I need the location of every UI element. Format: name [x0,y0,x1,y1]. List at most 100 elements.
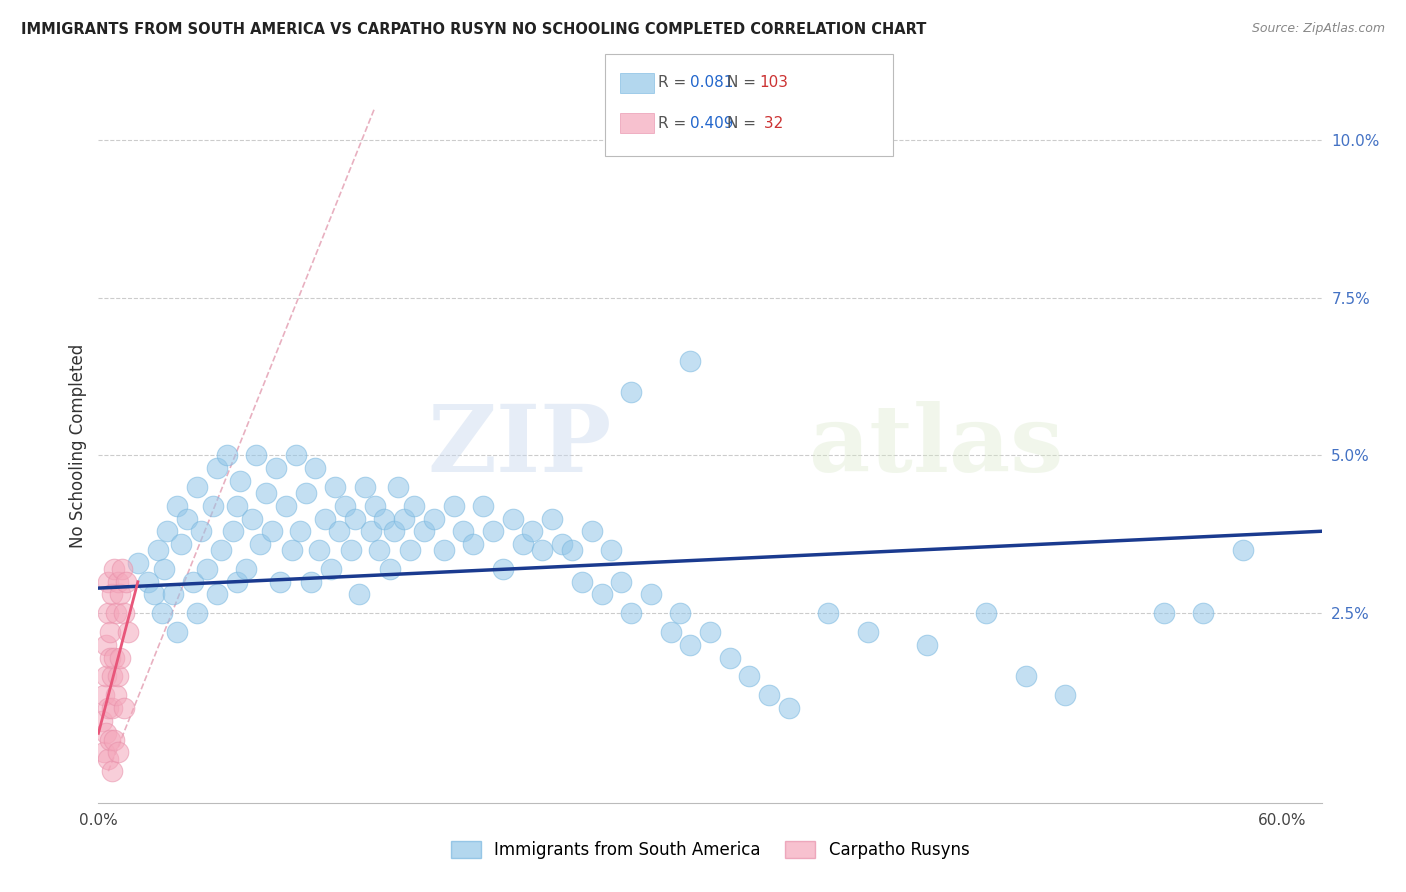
Point [453,524,475,539]
Point [502,511,524,525]
Point [150,607,173,621]
Point [367,543,389,558]
Point [360,524,382,539]
Point [260,524,283,539]
Text: 0.081: 0.081 [690,76,734,90]
Point [142,587,165,601]
Text: 32: 32 [759,116,783,130]
Point [591,587,613,601]
Point [205,587,228,601]
Point [97,607,120,621]
Point [103,650,125,665]
Point [482,524,505,539]
Point [531,543,554,558]
Point [679,353,702,368]
Point [571,574,593,589]
Point [308,543,330,558]
Point [170,537,193,551]
Point [304,461,326,475]
Point [245,449,267,463]
Point [778,701,800,715]
Point [561,543,583,558]
Text: atlas: atlas [808,401,1063,491]
Point [1054,689,1077,703]
Point [343,511,366,525]
Text: N =: N = [727,116,761,130]
Point [229,474,252,488]
Point [221,524,243,539]
Text: 103: 103 [759,76,789,90]
Point [136,574,159,589]
Point [380,562,402,576]
Point [353,480,375,494]
Point [581,524,603,539]
Point [96,726,118,740]
Point [472,499,495,513]
Point [328,524,350,539]
Point [274,499,297,513]
Point [101,764,124,779]
Point [115,574,138,589]
Point [96,638,118,652]
Point [97,574,120,589]
Point [522,524,544,539]
Point [190,524,212,539]
Point [105,689,128,703]
Point [1153,607,1175,621]
Point [215,449,238,463]
Text: R =: R = [658,76,692,90]
Point [162,587,184,601]
Text: ZIP: ZIP [427,401,612,491]
Point [610,574,633,589]
Point [640,587,662,601]
Point [166,499,188,513]
Point [269,574,291,589]
Text: 0.409: 0.409 [690,116,734,130]
Point [699,625,721,640]
Point [284,449,307,463]
Point [209,543,232,558]
Text: N =: N = [727,76,761,90]
Point [112,701,135,715]
Point [404,499,426,513]
Point [98,625,121,640]
Point [195,562,218,576]
Point [98,732,121,747]
Point [101,587,124,601]
Point [101,669,124,683]
Point [915,638,938,652]
Point [301,574,323,589]
Point [97,751,120,765]
Point [117,625,139,640]
Point [166,625,188,640]
Point [512,537,534,551]
Point [111,562,134,576]
Point [541,511,564,525]
Point [201,499,224,513]
Point [96,669,118,683]
Y-axis label: No Schooling Completed: No Schooling Completed [69,344,87,548]
Point [321,562,343,576]
Point [254,486,277,500]
Point [443,499,465,513]
Point [620,385,643,400]
Point [423,511,446,525]
Point [152,562,174,576]
Point [107,745,129,759]
Point [600,543,623,558]
Point [235,562,257,576]
Point [288,524,311,539]
Point [373,511,395,525]
Point [333,499,356,513]
Point [91,714,114,728]
Point [551,537,574,551]
Point [103,732,125,747]
Point [249,537,271,551]
Text: Source: ZipAtlas.com: Source: ZipAtlas.com [1251,22,1385,36]
Point [181,574,204,589]
Point [433,543,456,558]
Text: IMMIGRANTS FROM SOUTH AMERICA VS CARPATHO RUSYN NO SCHOOLING COMPLETED CORRELATI: IMMIGRANTS FROM SOUTH AMERICA VS CARPATH… [21,22,927,37]
Point [127,556,149,570]
Point [176,511,198,525]
Point [281,543,304,558]
